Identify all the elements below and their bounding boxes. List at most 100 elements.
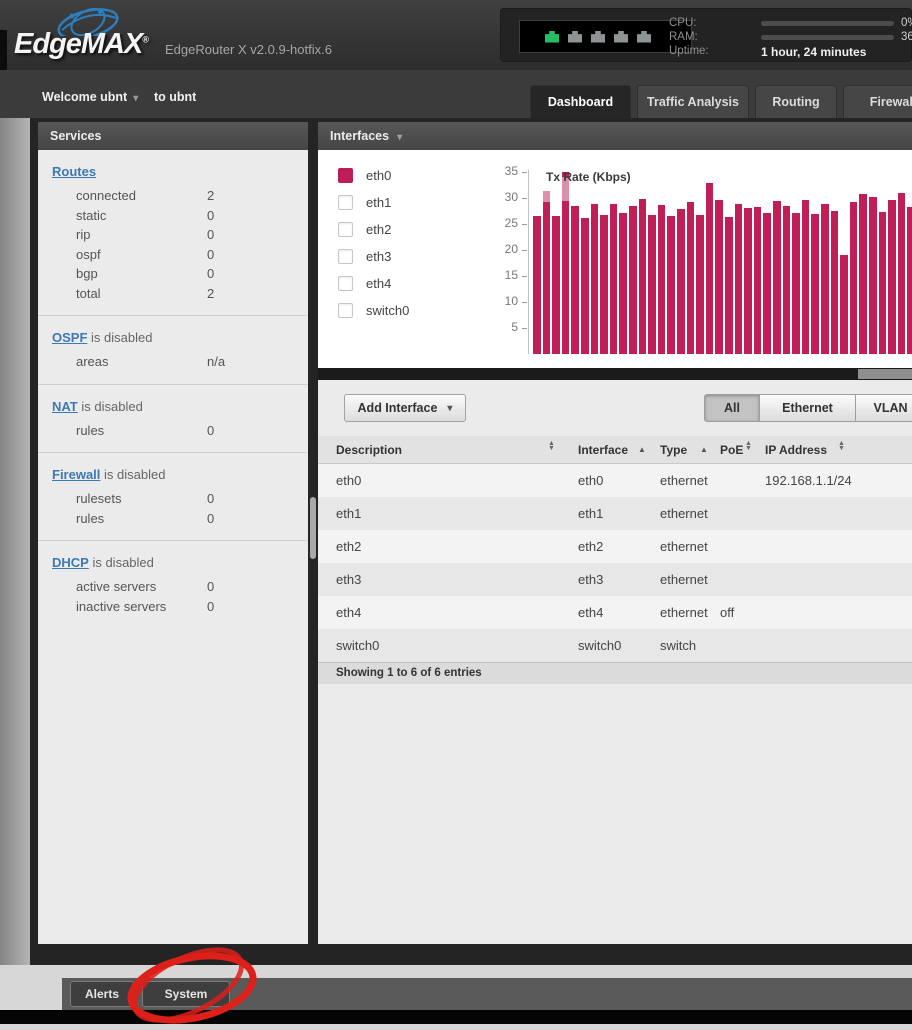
chart-bar	[581, 217, 589, 354]
interface-legend: eth0 eth1 eth2 eth3 eth4 switch0	[338, 162, 409, 324]
table-row-eth2[interactable]: eth2 eth2 ethernet	[318, 530, 912, 563]
column-header-poe[interactable]: PoE	[720, 443, 744, 457]
table-row-switch0[interactable]: switch0 switch0 switch	[318, 629, 912, 662]
chart-bar	[859, 193, 867, 354]
add-interface-button[interactable]: Add Interface ▾	[344, 394, 466, 422]
welcome-user-dropdown[interactable]: Welcome ubnt ▾	[42, 90, 138, 104]
legend-checkbox-eth3[interactable]	[338, 249, 353, 264]
tab-traffic-analysis[interactable]: Traffic Analysis	[637, 85, 749, 118]
service-row-value: 0	[207, 246, 215, 262]
service-link-firewall[interactable]: Firewall	[52, 467, 101, 482]
brand-name: EdgeMAX®	[14, 28, 149, 60]
sort-both-icon[interactable]: ▲ ▼	[548, 440, 555, 452]
legend-checkbox-switch0[interactable]	[338, 303, 353, 318]
service-heading: DHCP is disabled	[52, 555, 294, 570]
y-tick-mark	[522, 198, 527, 199]
cell-interface: eth4	[578, 605, 604, 620]
service-link-dhcp[interactable]: DHCP	[52, 555, 89, 570]
service-row: rules 0	[52, 509, 294, 529]
sort-both-icon[interactable]: ▲ ▼	[838, 440, 845, 452]
service-status-text: is disabled	[77, 398, 143, 414]
chart-scrollbar-thumb[interactable]	[858, 369, 912, 379]
y-tick-label: 35	[504, 164, 518, 178]
service-heading: Firewall is disabled	[52, 467, 294, 482]
service-link-routes[interactable]: Routes	[52, 164, 97, 179]
service-row-label: rip	[76, 227, 91, 242]
device-port-3-icon	[614, 30, 628, 43]
legend-label: eth3	[366, 249, 392, 264]
sort-asc-icon[interactable]: ▲	[700, 445, 708, 454]
uptime-label: Uptime:	[669, 45, 709, 57]
services-panel-header: Services	[38, 122, 308, 150]
chart-bar	[849, 201, 858, 354]
service-row: rulesets 0	[52, 489, 294, 509]
service-link-nat[interactable]: NAT	[52, 398, 78, 414]
chart-bar	[590, 204, 599, 354]
product-version: EdgeRouter X v2.0.9-hotfix.6	[165, 42, 332, 57]
y-tick-mark	[522, 328, 527, 329]
legend-label: eth1	[366, 195, 392, 210]
service-link-ospf[interactable]: OSPF	[52, 330, 88, 345]
column-header-ip-address[interactable]: IP Address	[765, 443, 828, 457]
legend-checkbox-eth1[interactable]	[338, 195, 353, 210]
cell-interface: eth0	[578, 473, 604, 488]
filter-vlan-button[interactable]: VLAN	[856, 394, 912, 422]
chart-bar	[763, 212, 771, 354]
ram-stat-row: RAM: 36	[669, 31, 912, 45]
cell-description: eth3	[336, 572, 362, 587]
service-heading: OSPF is disabled	[52, 330, 294, 345]
legend-checkbox-eth4[interactable]	[338, 276, 353, 291]
tab-dashboard[interactable]: Dashboard	[530, 85, 631, 118]
sort-asc-icon[interactable]: ▲	[638, 445, 646, 454]
service-row-label: rules	[76, 510, 105, 526]
column-header-description[interactable]: Description	[336, 443, 403, 457]
service-row-value: 2	[207, 285, 215, 301]
service-row-value: 0	[207, 491, 215, 506]
bottom-tab-alerts[interactable]: Alerts	[70, 981, 134, 1007]
chart-bar	[638, 199, 647, 354]
services-scrollbar-thumb[interactable]	[310, 497, 316, 559]
y-tick-mark	[522, 172, 527, 173]
uptime-value: 1 hour, 24 minutes	[761, 45, 867, 59]
cell-interface: switch0	[578, 638, 622, 653]
service-status-text: is disabled	[100, 467, 166, 482]
column-header-type[interactable]: Type	[660, 443, 688, 457]
table-row-eth1[interactable]: eth1 eth1 ethernet	[318, 497, 912, 530]
table-row-eth4[interactable]: eth4 eth4 ethernet off	[318, 596, 912, 629]
chart-bar	[869, 196, 877, 354]
chart-bar	[811, 213, 819, 354]
table-row-eth3[interactable]: eth3 eth3 ethernet	[318, 563, 912, 596]
bottom-tab-system[interactable]: System	[142, 981, 230, 1007]
filter-ethernet-button[interactable]: Ethernet	[760, 394, 856, 422]
y-tick-mark	[522, 224, 527, 225]
device-port-4-icon	[637, 30, 651, 43]
service-row-label: rules	[76, 422, 105, 438]
chart-bar	[753, 207, 762, 354]
filter-all-button[interactable]: All	[704, 394, 760, 422]
page-left-gutter	[0, 118, 30, 965]
sort-up-glyph: ▲	[548, 440, 555, 447]
tab-firewall[interactable]: Firewall	[843, 85, 912, 118]
service-row: areas n/a	[52, 352, 294, 372]
chart-bar	[609, 203, 618, 354]
chart-bar	[667, 216, 675, 354]
legend-label: switch0	[366, 303, 410, 318]
service-row: rules 0	[52, 421, 294, 441]
sort-both-icon[interactable]: ▲ ▼	[745, 440, 752, 452]
tab-routing[interactable]: Routing	[755, 85, 837, 118]
cell-ip-address: 192.168.1.1/24	[765, 473, 852, 488]
legend-checkbox-eth0[interactable]	[338, 168, 353, 183]
table-row-eth0[interactable]: eth0 eth0 ethernet 192.168.1.1/24	[318, 464, 912, 497]
cell-description: eth2	[336, 539, 362, 554]
device-port-0-icon	[545, 30, 559, 43]
cell-interface: eth3	[578, 572, 604, 587]
legend-checkbox-eth2[interactable]	[338, 222, 353, 237]
chart-bar	[629, 206, 637, 354]
column-header-interface[interactable]: Interface	[578, 443, 629, 457]
interfaces-panel-header[interactable]: Interfaces ▾	[318, 122, 912, 150]
y-tick-label: 30	[504, 190, 518, 204]
cell-type: switch	[660, 638, 697, 653]
table-entries-summary: Showing 1 to 6 of 6 entries	[318, 662, 912, 684]
service-section-routes: Routes connected 2 static 0 rip 0 ospf 0 bgp 0 tota…	[38, 150, 308, 315]
service-row-value: 0	[207, 598, 215, 614]
